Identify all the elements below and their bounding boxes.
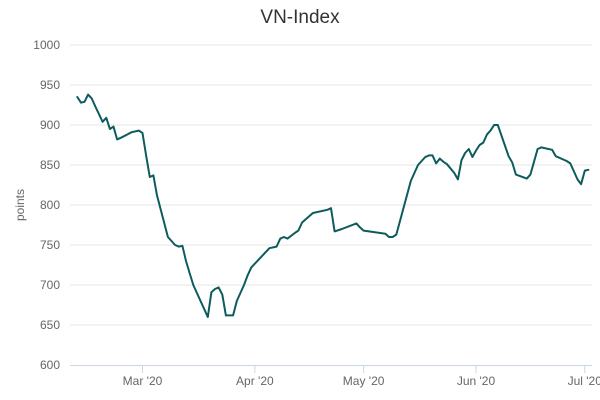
y-axis: 600 650 700 750 800 850 900 950 1000: [33, 38, 60, 372]
x-tick-label: Jul '20: [568, 374, 600, 388]
y-tick-label-650: 650: [40, 318, 60, 332]
y-tick-label-600: 600: [40, 358, 60, 372]
y-tick-label-1000: 1000: [33, 38, 60, 52]
x-axis: Mar '20 Apr '20 May '20 Jun '20 Jul '20: [123, 365, 600, 388]
series-line-vn-index: [76, 93, 590, 318]
gridlines: [70, 44, 592, 326]
y-tick-label-750: 750: [40, 238, 60, 252]
y-axis-title: points: [13, 189, 27, 221]
chart-title: VN-Index: [260, 7, 340, 28]
y-tick-label-900: 900: [40, 118, 60, 132]
x-tick-label: Apr '20: [236, 374, 274, 388]
x-tick-label: May '20: [343, 374, 385, 388]
x-tick-label: Jun '20: [457, 374, 496, 388]
x-tick-label: Mar '20: [123, 374, 163, 388]
y-tick-label-850: 850: [40, 158, 60, 172]
y-tick-label-950: 950: [40, 78, 60, 92]
y-tick-label-700: 700: [40, 278, 60, 292]
y-tick-label-800: 800: [40, 198, 60, 212]
